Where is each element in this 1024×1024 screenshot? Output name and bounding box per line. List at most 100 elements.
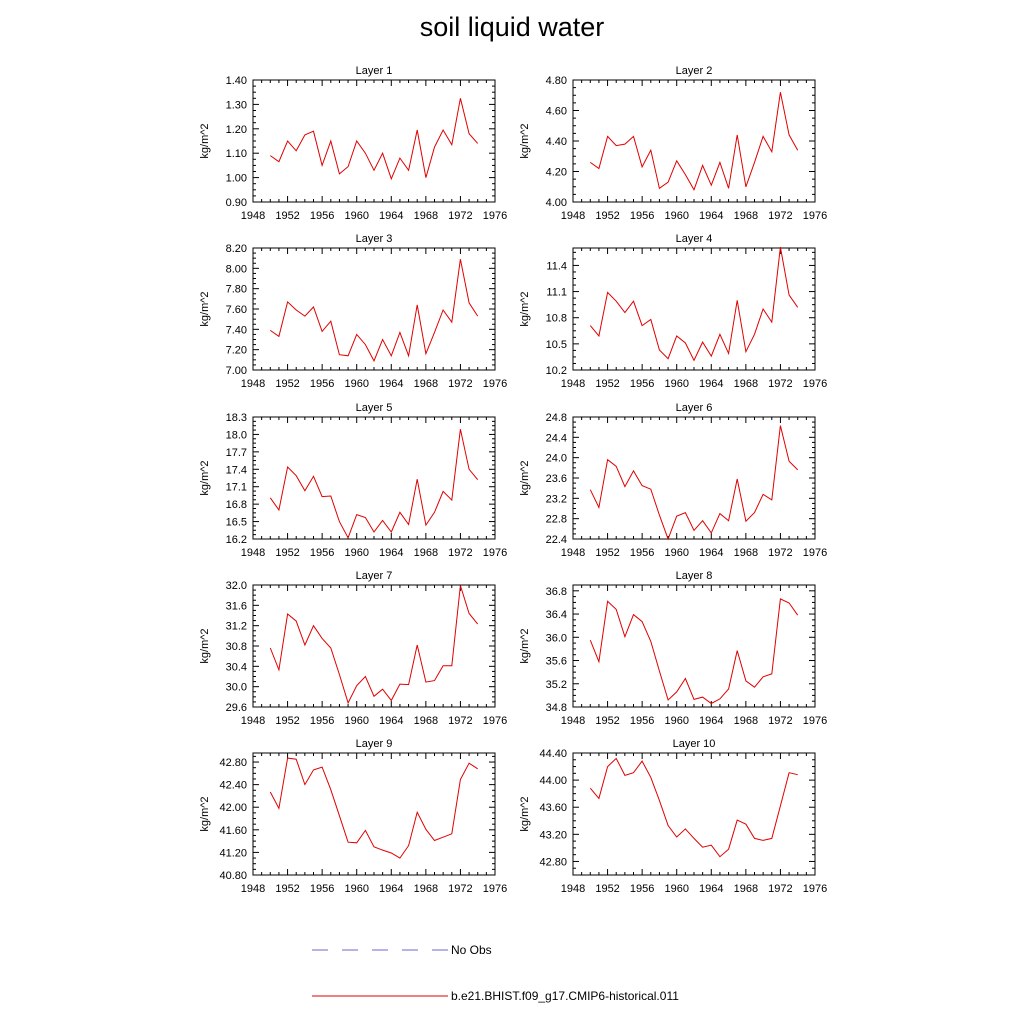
y-tick-label: 42.00 bbox=[219, 802, 247, 814]
x-tick-label: 1956 bbox=[310, 547, 334, 559]
x-tick-label: 1948 bbox=[241, 378, 265, 390]
series-line bbox=[270, 259, 479, 363]
x-tick-label: 1964 bbox=[379, 210, 403, 222]
x-tick-label: 1960 bbox=[344, 378, 368, 390]
x-tick-label: 1964 bbox=[379, 883, 403, 895]
x-tick-label: 1968 bbox=[734, 883, 758, 895]
y-tick-label: 31.2 bbox=[226, 621, 247, 633]
y-tick-label: 16.2 bbox=[226, 534, 247, 546]
series-line bbox=[590, 92, 799, 192]
y-axis-label: kg/m^2 bbox=[199, 291, 211, 326]
x-tick-label: 1952 bbox=[275, 715, 299, 727]
x-tick-label: 1972 bbox=[448, 715, 472, 727]
y-tick-label: 36.4 bbox=[546, 609, 567, 621]
y-tick-label: 7.80 bbox=[226, 284, 247, 296]
x-tick-label: 1956 bbox=[310, 210, 334, 222]
y-axis-label: kg/m^2 bbox=[519, 123, 531, 158]
x-tick-label: 1968 bbox=[414, 547, 438, 559]
x-tick-label: 1952 bbox=[275, 210, 299, 222]
legend-obs-label: No Obs bbox=[451, 943, 492, 957]
x-tick-label: 1976 bbox=[483, 715, 507, 727]
x-tick-label: 1948 bbox=[241, 883, 265, 895]
x-tick-label: 1960 bbox=[344, 547, 368, 559]
y-axis-label: kg/m^2 bbox=[519, 460, 531, 495]
y-tick-label: 42.80 bbox=[219, 757, 247, 769]
panel-title: Layer 10 bbox=[673, 738, 716, 750]
x-tick-label: 1972 bbox=[768, 378, 792, 390]
x-tick-label: 1976 bbox=[803, 378, 827, 390]
y-tick-label: 31.6 bbox=[226, 600, 247, 612]
y-tick-label: 17.1 bbox=[226, 482, 247, 494]
x-tick-label: 1952 bbox=[275, 378, 299, 390]
y-tick-label: 22.4 bbox=[546, 534, 567, 546]
panel-title: Layer 3 bbox=[356, 233, 393, 245]
y-tick-label: 30.4 bbox=[226, 661, 247, 673]
y-axis-label: kg/m^2 bbox=[199, 796, 211, 831]
x-tick-label: 1956 bbox=[630, 547, 654, 559]
x-tick-label: 1968 bbox=[414, 883, 438, 895]
x-tick-label: 1956 bbox=[630, 883, 654, 895]
y-tick-label: 18.0 bbox=[226, 429, 247, 441]
y-tick-label: 11.1 bbox=[546, 287, 567, 299]
series-line bbox=[589, 247, 799, 362]
series-line bbox=[270, 98, 479, 181]
x-tick-label: 1960 bbox=[664, 210, 688, 222]
chart-panel: Layer 6 kg/m^2 1948 1952 1956 1960 1964 1968 197… bbox=[519, 402, 827, 559]
y-tick-label: 7.60 bbox=[226, 304, 247, 316]
y-tick-label: 4.20 bbox=[546, 167, 567, 179]
x-tick-label: 1964 bbox=[379, 378, 403, 390]
y-tick-label: 4.80 bbox=[546, 75, 567, 87]
x-tick-label: 1976 bbox=[803, 883, 827, 895]
y-tick-label: 32.0 bbox=[226, 580, 247, 592]
panel-title: Layer 6 bbox=[676, 402, 713, 414]
series-line bbox=[269, 757, 478, 859]
y-tick-label: 10.8 bbox=[546, 313, 567, 325]
y-tick-label: 7.40 bbox=[226, 324, 247, 336]
x-tick-label: 1948 bbox=[561, 883, 585, 895]
x-tick-label: 1948 bbox=[241, 547, 265, 559]
x-tick-label: 1972 bbox=[768, 547, 792, 559]
x-tick-label: 1952 bbox=[595, 883, 619, 895]
y-tick-label: 35.6 bbox=[546, 656, 567, 668]
x-tick-label: 1964 bbox=[379, 547, 403, 559]
series-line bbox=[269, 429, 479, 540]
y-tick-label: 23.6 bbox=[546, 473, 567, 485]
y-tick-label: 18.3 bbox=[226, 412, 247, 424]
y-tick-label: 41.20 bbox=[219, 847, 247, 859]
chart-panel: Layer 7 kg/m^2 1948 1952 1956 1960 1964 1968 197… bbox=[199, 570, 507, 727]
chart-panel: Layer 9 kg/m^2 1948 1952 1956 1960 1964 1968 197… bbox=[199, 738, 507, 895]
y-tick-label: 42.40 bbox=[219, 780, 247, 792]
x-tick-label: 1976 bbox=[803, 715, 827, 727]
y-tick-label: 44.00 bbox=[539, 775, 567, 787]
y-tick-label: 7.20 bbox=[226, 345, 247, 357]
x-tick-label: 1948 bbox=[241, 715, 265, 727]
x-tick-label: 1964 bbox=[699, 883, 723, 895]
y-tick-label: 4.40 bbox=[546, 136, 567, 148]
x-tick-label: 1968 bbox=[734, 210, 758, 222]
panel-title: Layer 2 bbox=[676, 65, 713, 77]
x-tick-label: 1952 bbox=[275, 883, 299, 895]
x-tick-label: 1952 bbox=[595, 547, 619, 559]
y-tick-label: 40.80 bbox=[219, 870, 247, 882]
y-tick-label: 24.4 bbox=[546, 432, 567, 444]
x-tick-label: 1964 bbox=[699, 210, 723, 222]
x-tick-label: 1972 bbox=[768, 210, 792, 222]
x-tick-label: 1976 bbox=[803, 547, 827, 559]
plot-frame bbox=[572, 79, 816, 203]
legend-model-label: b.e21.BHIST.f09_g17.CMIP6-historical.011 bbox=[451, 989, 679, 1003]
panel-title: Layer 4 bbox=[676, 233, 713, 245]
x-tick-label: 1960 bbox=[344, 715, 368, 727]
x-tick-label: 1972 bbox=[448, 378, 472, 390]
x-tick-label: 1960 bbox=[344, 883, 368, 895]
y-tick-label: 23.2 bbox=[546, 493, 567, 505]
y-tick-label: 1.00 bbox=[226, 173, 247, 185]
x-tick-label: 1952 bbox=[275, 547, 299, 559]
x-tick-label: 1960 bbox=[344, 210, 368, 222]
chart-panel: Layer 8 kg/m^2 1948 1952 1956 1960 1964 1968 197… bbox=[519, 570, 827, 727]
x-tick-label: 1972 bbox=[768, 715, 792, 727]
x-tick-label: 1976 bbox=[483, 883, 507, 895]
y-tick-label: 16.8 bbox=[226, 499, 247, 511]
y-tick-label: 7.00 bbox=[226, 365, 247, 377]
